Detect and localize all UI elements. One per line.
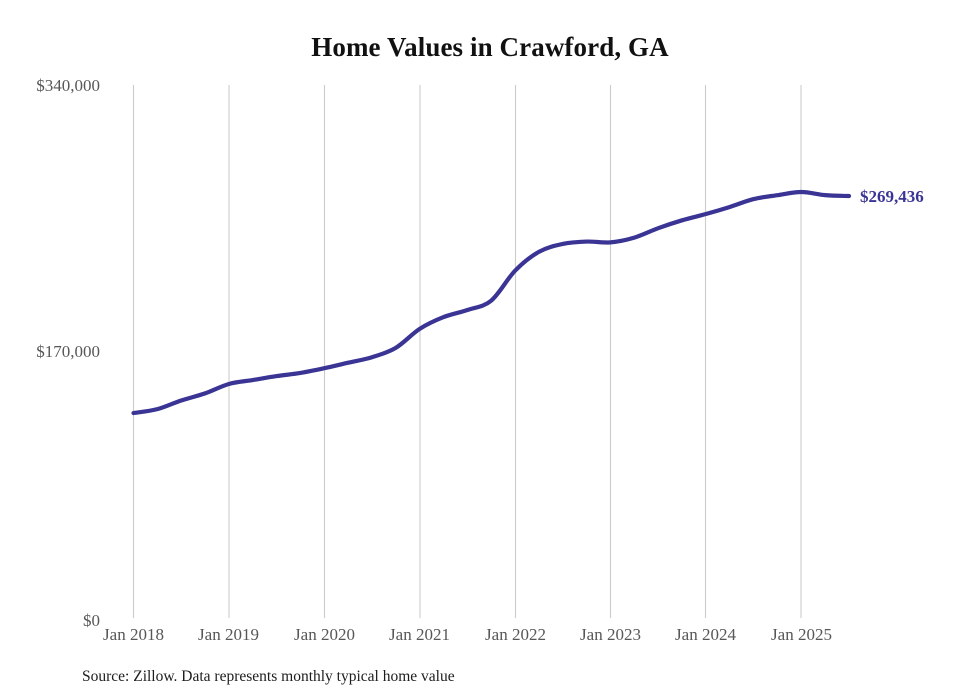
x-axis-tick-jan-2022: Jan 2022 xyxy=(485,625,546,644)
y-axis-tick-170000: $170,000 xyxy=(36,342,100,361)
x-axis-tick-jan-2023: Jan 2023 xyxy=(580,625,641,644)
x-axis-tick-jan-2020: Jan 2020 xyxy=(294,625,355,644)
x-axis-tick-jan-2021: Jan 2021 xyxy=(389,625,450,644)
y-axis-tick-0: $0 xyxy=(83,611,100,630)
home-value-line xyxy=(131,189,852,416)
x-axis-tick-jan-2019: Jan 2019 xyxy=(198,625,259,644)
x-axis-tick-jan-2024: Jan 2024 xyxy=(675,625,736,644)
source-note: Source: Zillow. Data represents monthly … xyxy=(82,668,455,685)
gridlines xyxy=(132,85,802,618)
x-axis-tick-jan-2025: Jan 2025 xyxy=(771,625,832,644)
y-axis-tick-340000: $340,000 xyxy=(36,76,100,95)
chart-title: Home Values in Crawford, GA xyxy=(311,32,669,62)
x-axis-tick-jan-2018: Jan 2018 xyxy=(103,625,164,644)
end-value-annotation: $269,436 xyxy=(860,187,924,207)
